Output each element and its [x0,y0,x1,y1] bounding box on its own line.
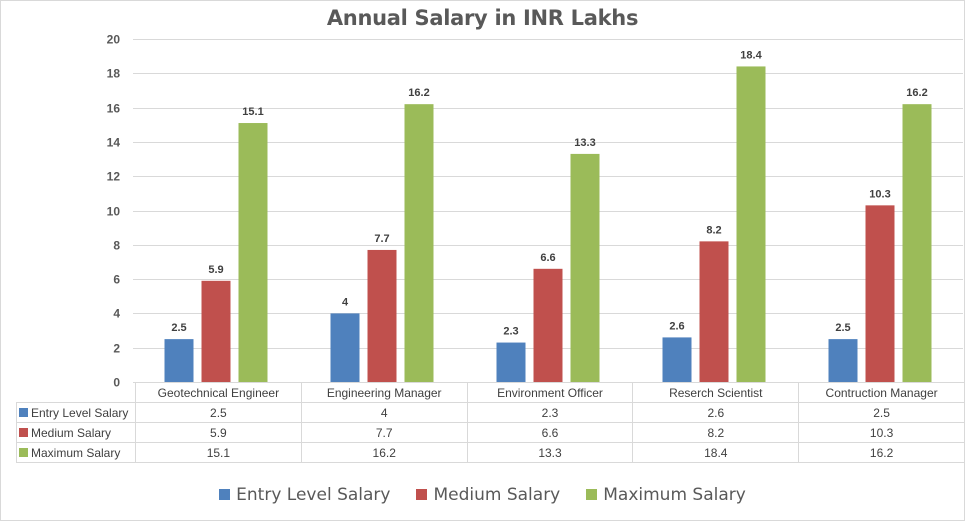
data-table-cell: 8.2 [632,422,800,443]
bar-maximum-salary[interactable] [736,66,766,382]
data-label: 2.5 [835,322,850,334]
y-tick-label: 8 [113,239,120,253]
data-label: 4 [342,296,349,308]
bar-maximum-salary[interactable] [404,104,434,383]
data-table-cell: 16.2 [798,442,965,463]
data-table-cell: 18.4 [632,442,800,463]
y-tick-label: 20 [107,33,121,47]
data-table: Geotechnical Engineer Engineering Manager… [16,382,965,463]
legend-swatch [416,489,428,500]
data-table-cell: 2.6 [632,402,800,423]
legend-item[interactable]: Maximum Salary [586,485,746,505]
data-label: 13.3 [574,137,595,149]
y-tick-label: 6 [113,273,120,287]
y-tick-label: 0 [113,376,120,390]
data-label: 15.1 [242,106,263,118]
chart-title: Annual Salary in INR Lakhs [326,6,639,30]
data-label: 10.3 [869,188,890,200]
y-tick-label: 12 [107,170,121,184]
data-label: 2.3 [503,326,518,338]
data-label: 2.6 [669,320,684,332]
bar-entry-level-salary[interactable] [662,337,692,382]
data-table-cell: 2.3 [466,402,634,423]
bar-medium-salary[interactable] [699,241,729,382]
y-tick-label: 2 [113,342,120,356]
bar-medium-salary[interactable] [201,280,231,382]
data-table-cell: 15.1 [134,442,302,463]
bar-entry-level-salary[interactable] [164,339,194,382]
bar-maximum-salary[interactable] [570,153,600,382]
data-table-cell: 5.9 [134,422,302,443]
bar-entry-level-salary[interactable] [828,339,858,382]
series-row-label: Maximum Salary [16,442,136,463]
data-label: 6.6 [540,252,555,264]
data-table-cell: 6.6 [466,422,634,443]
category-label: Engineering Manager [300,382,468,403]
data-table-row: Entry Level Salary 2.5 4 2.3 2.6 2.5 [16,402,965,423]
data-table-cell: 2.5 [134,402,302,423]
data-label: 16.2 [906,87,927,99]
legend-swatch [219,489,231,500]
legend-item[interactable]: Entry Level Salary [219,485,390,505]
legend: Entry Level Salary Medium Salary Maximum S… [0,485,965,505]
series-row-label: Entry Level Salary [16,402,136,423]
data-table-cell: 7.7 [300,422,468,443]
category-label: Geotechnical Engineer [134,382,302,403]
bar-maximum-salary[interactable] [238,123,268,382]
data-table-cell: 16.2 [300,442,468,463]
bar-entry-level-salary[interactable] [496,342,526,382]
bar-medium-salary[interactable] [865,205,895,382]
y-tick-label: 4 [113,307,120,321]
data-table-corner [17,383,136,403]
legend-swatch [586,489,598,500]
legend-key-swatch [19,427,28,437]
legend-key-swatch [19,447,28,457]
y-tick-label: 14 [107,136,121,150]
legend-label: Maximum Salary [603,485,746,505]
series-name: Medium Salary [31,425,112,440]
data-table-row: Maximum Salary 15.1 16.2 13.3 18.4 16.2 [16,442,965,463]
y-tick-label: 18 [107,67,121,81]
data-table-cell: 2.5 [798,402,965,423]
data-label: 2.5 [171,322,186,334]
data-table-row: Medium Salary 5.9 7.7 6.6 8.2 10.3 [16,422,965,443]
data-label: 18.4 [740,49,762,61]
legend-label: Medium Salary [433,485,561,505]
y-tick-label: 10 [107,205,121,219]
legend-item[interactable]: Medium Salary [416,485,560,505]
data-label: 8.2 [706,224,721,236]
category-label: Contruction Manager [798,382,965,403]
bar-maximum-salary[interactable] [902,104,932,383]
legend-key-swatch [19,407,28,417]
category-label: Reserch Scientist [632,382,800,403]
data-table-cell: 4 [300,402,468,423]
data-label: 16.2 [408,87,429,99]
data-label: 7.7 [374,233,389,245]
series-name: Entry Level Salary [31,405,129,420]
series-name: Maximum Salary [31,445,121,460]
legend-label: Entry Level Salary [236,485,391,505]
y-tick-label: 16 [107,102,121,116]
bar-entry-level-salary[interactable] [330,313,360,382]
category-label: Environment Officer [466,382,634,403]
bar-medium-salary[interactable] [533,268,563,382]
data-table-cell: 10.3 [798,422,965,443]
series-row-label: Medium Salary [16,422,136,443]
data-table-header-row: Geotechnical Engineer Engineering Manager… [17,382,965,403]
data-table-cell: 13.3 [466,442,634,463]
data-label: 5.9 [208,264,223,276]
bar-medium-salary[interactable] [367,249,397,382]
